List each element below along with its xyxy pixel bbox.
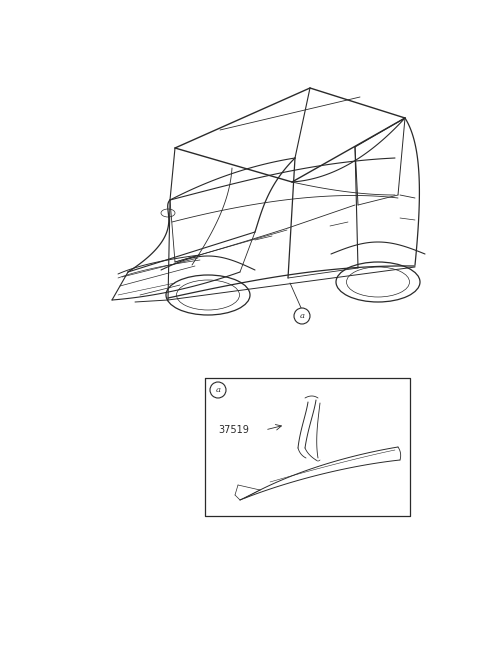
Circle shape <box>210 382 226 398</box>
Text: 37519: 37519 <box>218 425 249 435</box>
Circle shape <box>294 308 310 324</box>
Text: a: a <box>300 312 304 320</box>
Text: a: a <box>216 386 220 394</box>
